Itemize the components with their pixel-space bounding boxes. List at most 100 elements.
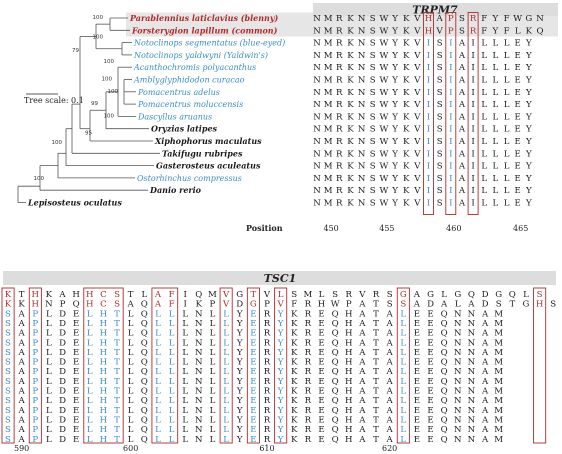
residue: Y bbox=[391, 149, 398, 159]
residue: Y bbox=[391, 162, 398, 172]
residue: D bbox=[59, 358, 66, 368]
residue: A bbox=[386, 309, 394, 319]
trpm7-alignment: TRPM7 N M R K N S W Y K V H A P S R F Y F W G NN M R K N S W Y K V H V P… bbox=[313, 3, 558, 233]
residue: I bbox=[471, 88, 474, 98]
residue: H bbox=[100, 377, 108, 387]
residue: L bbox=[169, 396, 175, 406]
residue: S bbox=[114, 300, 120, 310]
residue: E bbox=[427, 329, 433, 339]
residue: H bbox=[345, 348, 353, 358]
residue: L bbox=[493, 162, 499, 172]
residue: Y bbox=[391, 14, 398, 24]
residue: A bbox=[18, 309, 26, 319]
residue: A bbox=[386, 329, 394, 339]
residue: E bbox=[250, 396, 256, 406]
residue: L bbox=[169, 309, 175, 319]
residue: Y bbox=[277, 425, 284, 435]
residue: P bbox=[32, 319, 38, 329]
residue: M bbox=[494, 367, 503, 377]
residue: H bbox=[345, 435, 353, 445]
residue: L bbox=[493, 100, 499, 110]
residue: E bbox=[250, 406, 256, 416]
residue: N bbox=[195, 367, 203, 377]
residue: Y bbox=[277, 435, 284, 445]
residue: P bbox=[32, 377, 38, 387]
residue: H bbox=[32, 290, 40, 300]
residue: I bbox=[449, 186, 452, 196]
position-tick: 590 bbox=[14, 444, 29, 453]
residue: R bbox=[264, 377, 271, 387]
residue: A bbox=[18, 406, 26, 416]
residue: A bbox=[18, 415, 26, 425]
residue: E bbox=[414, 435, 420, 445]
residue: K bbox=[347, 199, 354, 209]
residue: L bbox=[182, 425, 188, 435]
residue: I bbox=[427, 186, 430, 196]
residue: A bbox=[358, 319, 366, 329]
residue: S bbox=[5, 415, 11, 425]
residue: I bbox=[471, 149, 474, 159]
residue: M bbox=[324, 88, 333, 98]
residue: Y bbox=[391, 186, 398, 196]
residue: Y bbox=[277, 415, 284, 425]
residue: A bbox=[458, 39, 466, 49]
residue: E bbox=[427, 387, 433, 397]
residue: L bbox=[128, 377, 134, 387]
residue: L bbox=[169, 425, 175, 435]
residue: S bbox=[5, 309, 11, 319]
residue: A bbox=[358, 329, 366, 339]
residue: L bbox=[223, 377, 229, 387]
residue: I bbox=[471, 162, 474, 172]
residue: F bbox=[169, 300, 175, 310]
residue: E bbox=[318, 367, 324, 377]
residue: L bbox=[169, 348, 175, 358]
residue: I bbox=[427, 112, 430, 122]
conserved-site-box bbox=[246, 287, 260, 444]
residue: S bbox=[387, 290, 393, 300]
residue: R bbox=[346, 290, 353, 300]
residue: N bbox=[454, 415, 462, 425]
residue: N bbox=[45, 300, 53, 310]
residue: I bbox=[427, 51, 430, 61]
residue: I bbox=[471, 112, 474, 122]
residue: E bbox=[318, 387, 324, 397]
conserved-site-box bbox=[1, 287, 15, 444]
residue: A bbox=[481, 367, 489, 377]
residue: T bbox=[373, 358, 379, 368]
residue: Q bbox=[441, 319, 448, 329]
residue: S bbox=[5, 387, 11, 397]
residue: E bbox=[414, 358, 420, 368]
residue: N bbox=[454, 377, 462, 387]
residue: A bbox=[458, 76, 466, 86]
residue: Y bbox=[236, 377, 243, 387]
residue: Y bbox=[277, 377, 284, 387]
residue: L bbox=[223, 396, 229, 406]
residue: Q bbox=[141, 338, 148, 348]
residue: E bbox=[427, 338, 433, 348]
residue: L bbox=[481, 100, 487, 110]
residue: M bbox=[494, 406, 503, 416]
residue: A bbox=[481, 338, 489, 348]
residue: E bbox=[427, 425, 433, 435]
residue: Q bbox=[441, 338, 448, 348]
residue: N bbox=[195, 435, 203, 445]
residue: P bbox=[32, 367, 38, 377]
residue: L bbox=[504, 39, 510, 49]
residue: A bbox=[18, 377, 26, 387]
residue: E bbox=[73, 329, 79, 339]
residue: N bbox=[313, 186, 321, 196]
residue: E bbox=[414, 406, 420, 416]
residue: R bbox=[305, 319, 312, 329]
residue: L bbox=[46, 415, 52, 425]
residue: R bbox=[305, 415, 312, 425]
residue: L bbox=[128, 348, 134, 358]
residue: L bbox=[210, 329, 216, 339]
residue: A bbox=[458, 125, 466, 135]
residue: R bbox=[336, 51, 343, 61]
residue: Q bbox=[441, 367, 448, 377]
residue: K bbox=[347, 39, 354, 49]
residue: M bbox=[494, 396, 503, 406]
residue: R bbox=[336, 174, 343, 184]
residue: K bbox=[347, 100, 354, 110]
